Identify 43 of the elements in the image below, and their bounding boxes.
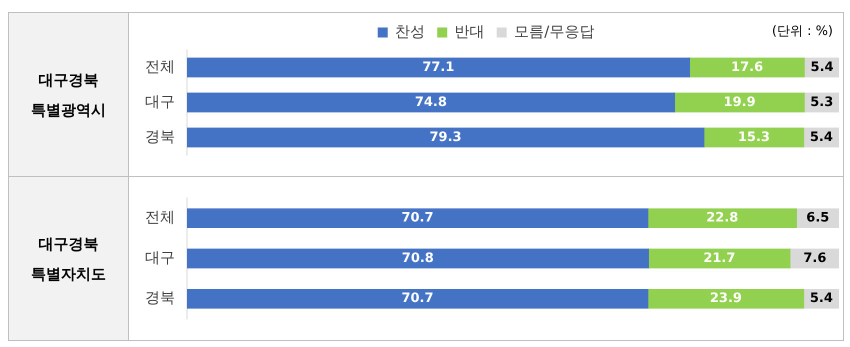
y-tick-label: 경북 bbox=[145, 288, 175, 307]
legend-label: 반대 bbox=[454, 22, 485, 40]
bar bbox=[648, 208, 797, 228]
bar bbox=[648, 248, 790, 268]
data-label: 5.4 bbox=[810, 130, 833, 145]
bar bbox=[187, 58, 690, 78]
bar bbox=[187, 92, 676, 112]
data-label: 15.3 bbox=[738, 130, 770, 145]
text: 대구경북 특별자치도 bbox=[9, 177, 129, 340]
y-tick-label: 전체 bbox=[145, 208, 175, 226]
data-label: 70.7 bbox=[401, 210, 434, 226]
bar bbox=[704, 128, 804, 148]
data-label: 5.4 bbox=[810, 291, 833, 306]
y-tick-label: 대구 bbox=[145, 248, 175, 266]
bar bbox=[790, 248, 839, 268]
data-label: 77.1 bbox=[422, 60, 454, 75]
bar bbox=[187, 248, 649, 268]
data-label: 70.8 bbox=[402, 250, 434, 266]
bar bbox=[674, 92, 805, 112]
data-label: 17.6 bbox=[731, 60, 764, 75]
data-label: 21.7 bbox=[703, 250, 736, 266]
legend-label: 모름/무응답 bbox=[514, 22, 594, 40]
data-label: 23.9 bbox=[710, 291, 742, 306]
data-label: 74.8 bbox=[414, 94, 447, 110]
bar bbox=[187, 208, 648, 228]
text: 대구경북 특별광역시 bbox=[9, 13, 129, 176]
data-label: 19.9 bbox=[724, 94, 756, 110]
data-label: 5.4 bbox=[810, 60, 834, 75]
data-label: 7.6 bbox=[803, 250, 826, 266]
data-label: 70.7 bbox=[401, 291, 434, 306]
data-label: 5.3 bbox=[810, 94, 834, 110]
bar bbox=[187, 289, 648, 309]
data-label: 6.5 bbox=[806, 210, 830, 226]
data-label: 79.3 bbox=[429, 130, 462, 145]
bar bbox=[689, 58, 805, 78]
y-tick-label: 경북 bbox=[145, 127, 175, 146]
text: (단위 : %) bbox=[772, 23, 833, 40]
y-tick-label: 대구 bbox=[145, 92, 175, 110]
bar bbox=[187, 128, 704, 148]
bar bbox=[648, 289, 804, 309]
legend-label: 찬성 bbox=[395, 22, 426, 40]
data-label: 22.8 bbox=[706, 210, 738, 226]
y-tick-label: 전체 bbox=[145, 57, 175, 76]
